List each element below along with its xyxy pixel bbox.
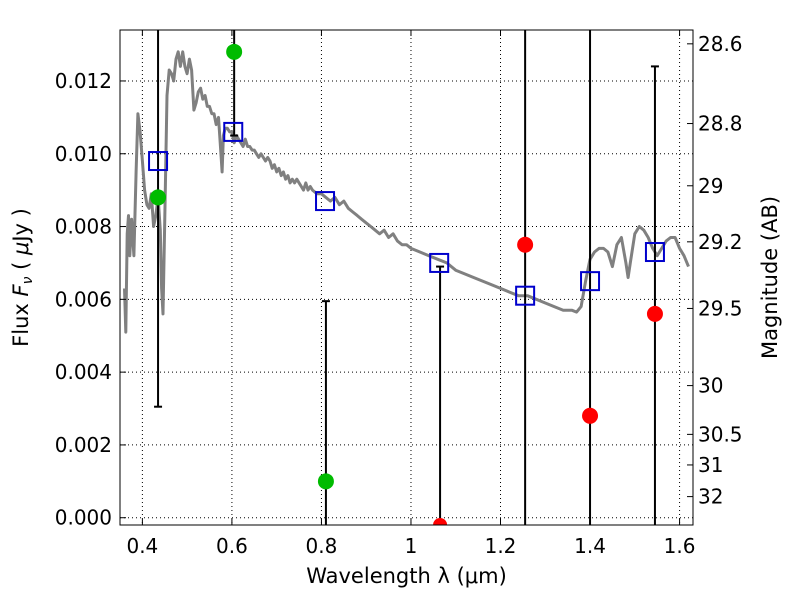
x-tick-label: 1.6 [664,534,696,558]
right-tick-label: 30 [698,374,723,398]
right-tick-label: 30.5 [698,422,743,446]
detection-point [317,473,334,490]
y-axis-label: Flux Fν ( μJy ) [9,208,36,347]
x-tick-label: 0.4 [126,534,158,558]
y-tick-label: 0.012 [55,69,112,93]
x-tick-label: 1.2 [485,534,517,558]
y-tick-label: 0.004 [55,360,112,384]
model-flux-square [223,121,244,142]
x-tick-label: 1.4 [574,534,606,558]
y-tick-label: 0.010 [55,142,112,166]
detection-point [150,189,167,206]
model-flux-square [315,191,336,212]
overflow-marker-layer [433,518,448,525]
x-tick-label: 1 [405,534,418,558]
marker-layer [148,43,665,490]
sed-curve-layer [123,50,690,334]
x-tick-label: 0.6 [216,534,248,558]
y-tick-label: 0.002 [55,433,112,457]
upper-limit-point [517,236,534,253]
plot-frame [119,29,694,526]
model-flux-square [429,252,450,273]
y-tick-label: 0.008 [55,215,112,239]
x-tick-label: 0.8 [306,534,338,558]
right-tick-label: 29.5 [698,296,743,320]
right-tick-label: 28.8 [698,112,743,136]
y-tick-label: 0.000 [55,506,112,530]
upper-limit-point [582,407,599,424]
model-flux-square [644,242,665,263]
model-flux-square [515,285,536,306]
x-axis-label: Wavelength λ (μm) [306,564,507,588]
upper-limit-point [646,305,663,322]
right-tick-label: 32 [698,485,723,509]
detection-point [226,43,243,60]
right-tick-label: 29.2 [698,230,743,254]
ticks-layer: 0.4 0.6 0.8 1 1.2 1.4 1.6 0.000 0.002 0.004 0.006 0… [55,30,743,558]
sed-curve [123,50,690,334]
plot-area [123,30,690,525]
right-tick-label: 28.6 [698,32,743,56]
right-tick-label: 31 [698,453,723,477]
model-flux-square [580,271,601,292]
model-flux-square [148,151,169,172]
upper-limit-point [433,518,448,525]
right-y-axis-label: Magnitude (AB) [758,196,782,359]
errorbar-layer [154,30,659,525]
y-tick-label: 0.006 [55,287,112,311]
right-tick-label: 29 [698,174,723,198]
